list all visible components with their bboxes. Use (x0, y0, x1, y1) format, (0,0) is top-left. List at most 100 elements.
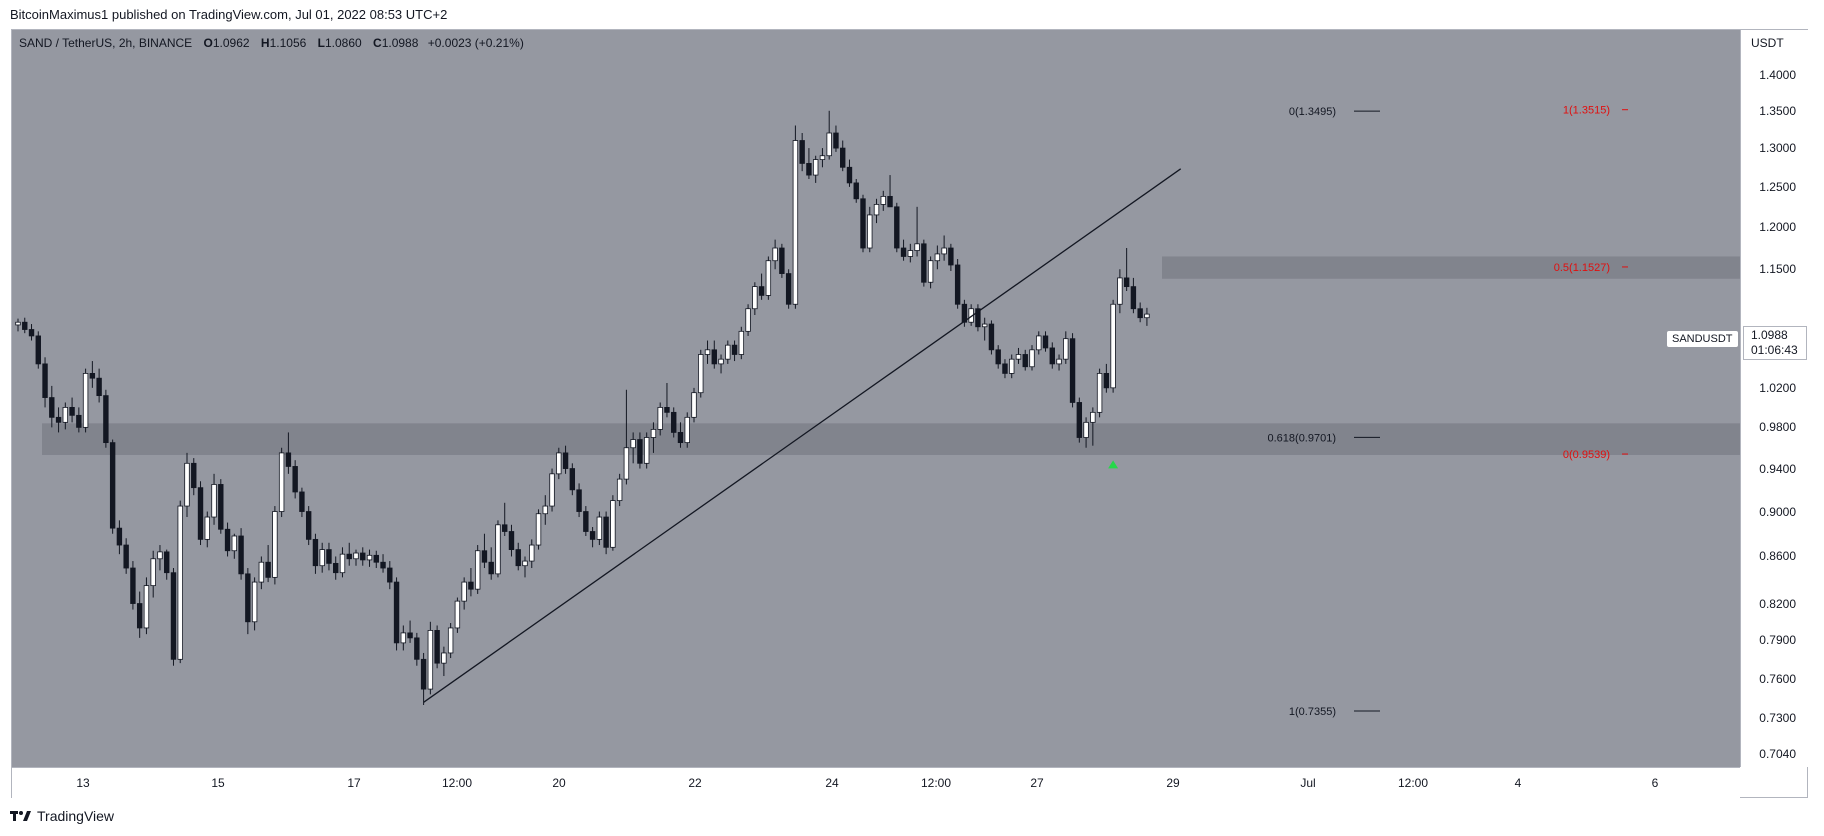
candle-body (1069, 338, 1076, 403)
candle-body (441, 652, 447, 664)
candle (170, 568, 177, 666)
candle-body (542, 505, 548, 515)
candle (556, 447, 562, 480)
candle-body (880, 195, 886, 205)
candle (704, 340, 711, 364)
candle-body (887, 195, 893, 208)
candle (319, 542, 325, 573)
candle-body (650, 428, 657, 438)
candle-body (292, 466, 298, 493)
candle (55, 407, 62, 433)
candle-body (55, 416, 62, 423)
price-tick-label: 1.3500 (1759, 103, 1796, 118)
candle-body (204, 516, 210, 540)
candle-body (677, 432, 684, 444)
candle (954, 259, 961, 309)
support-resistance-zone (42, 423, 1740, 455)
legend-close-value: 1.0988 (381, 36, 419, 50)
candle (779, 243, 785, 278)
candle-body (643, 437, 650, 464)
candle (434, 625, 440, 669)
candle (157, 545, 163, 571)
candle-body (853, 182, 859, 200)
candle-body (170, 572, 177, 660)
candle (468, 568, 474, 597)
fib-level-label: 1(0.7355) (1289, 706, 1336, 718)
candle-body (238, 535, 244, 575)
time-tick-label: 13 (76, 776, 90, 790)
candle (441, 646, 447, 677)
candle (1130, 277, 1137, 314)
candle-body (725, 344, 731, 360)
publisher-header: BitcoinMaximus1 published on TradingView… (10, 7, 448, 22)
candle (698, 349, 704, 398)
candle-body (1076, 402, 1083, 438)
candle (860, 194, 866, 253)
legend-low-label: L (317, 36, 325, 50)
candle (576, 483, 582, 518)
footer-brand: TradingView (37, 808, 115, 824)
candle-body (414, 637, 420, 660)
candle (447, 623, 454, 659)
candle-body (35, 335, 41, 365)
candle-body (454, 600, 461, 629)
candle (407, 620, 413, 643)
candle (934, 245, 941, 270)
candle (82, 368, 89, 433)
candle (251, 577, 258, 631)
candle-body (89, 373, 96, 379)
candle-body (258, 561, 265, 583)
legend-high-label: H (260, 36, 270, 50)
candle-body (1117, 277, 1123, 305)
price-axis[interactable]: USDT 1.4000 1.3500 1.3000 1.2500 1.2000 1.150… (1740, 30, 1808, 767)
candle-body (941, 247, 947, 255)
candle-body (218, 484, 224, 530)
candle-body (502, 524, 508, 532)
candle (515, 542, 521, 571)
legend-open-label: O (203, 36, 213, 50)
candle (752, 282, 758, 316)
candle (988, 320, 995, 355)
candle-body (1015, 354, 1022, 360)
candle (975, 304, 981, 332)
legend-symbol: SAND / TetherUS, 2h, BINANCE (19, 36, 193, 50)
candle-body (616, 478, 623, 502)
candle-body (184, 462, 190, 507)
candle (299, 487, 305, 518)
candle-body (900, 247, 907, 257)
candle-body (434, 630, 440, 664)
candle (887, 175, 893, 208)
candle-body (164, 551, 170, 574)
candle (772, 239, 778, 270)
candle (474, 545, 481, 594)
candle-body (420, 658, 427, 690)
candle-body (1022, 354, 1028, 368)
candle (461, 577, 467, 610)
candle (177, 500, 183, 664)
candle (535, 509, 542, 550)
ohlc-legend: SAND / TetherUS, 2h, BINANCE O1.0962 H1.… (19, 36, 524, 50)
candle-body (312, 538, 319, 567)
candle (785, 269, 792, 309)
time-tick-label: 6 (1651, 776, 1659, 790)
candle-body (630, 439, 636, 449)
candle-body (894, 206, 900, 249)
candle (292, 460, 298, 499)
candle-body (15, 321, 21, 326)
candle-body (1049, 347, 1055, 365)
candle (184, 452, 190, 518)
price-axis-unit: USDT (1751, 36, 1784, 50)
time-axis[interactable]: 13 15 17 12:00 20 22 24 12:00 27 29 Jul 12:00 4 6 (12, 767, 1740, 798)
chart-plot-area[interactable]: 0(1.3495) 0.618(0.9701) 1(0.7355) 1(1.3515)… (12, 30, 1740, 767)
candle-body (671, 411, 677, 433)
candle-body (393, 581, 400, 644)
candle-body (82, 373, 89, 428)
candle (62, 402, 69, 430)
candle (596, 511, 603, 546)
candle (35, 331, 41, 369)
candle (333, 556, 339, 580)
candle (873, 198, 880, 224)
candle (123, 538, 129, 574)
candle (1103, 363, 1110, 393)
candle (400, 625, 407, 651)
